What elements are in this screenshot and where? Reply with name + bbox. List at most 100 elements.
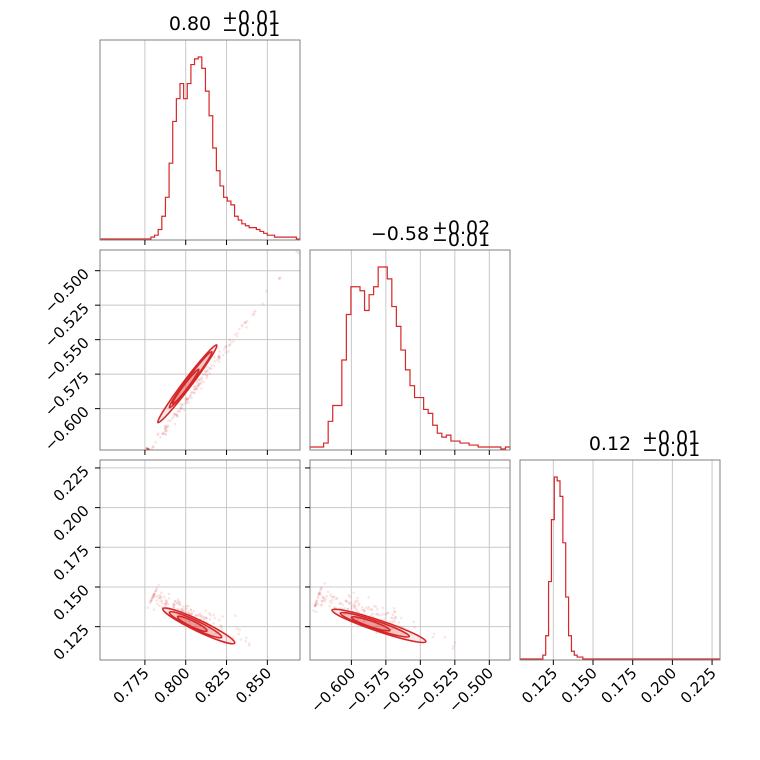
scatter-point-2-0-138 [236, 627, 239, 630]
scatter-point-2-1-136 [313, 604, 317, 607]
scatter-point-2-1-51 [349, 606, 353, 610]
scatter-point-2-0-33 [200, 617, 203, 621]
scatter-point-2-0-67 [172, 603, 176, 606]
scatter-point-2-1-104 [363, 620, 366, 623]
scatter-point-2-1-148 [352, 606, 356, 609]
scatter-point-1-0-34 [193, 385, 196, 389]
scatter-point-1-0-124 [218, 357, 221, 361]
scatter-point-1-0-32 [156, 433, 160, 437]
scatter-point-2-0-93 [197, 614, 201, 618]
scatter-point-1-0-67 [252, 311, 256, 314]
scatter-point-2-1-79 [367, 605, 371, 609]
scatter-point-2-0-84 [153, 595, 157, 598]
scatter-point-2-0-121 [184, 604, 188, 608]
scatter-point-2-0-87 [188, 612, 191, 616]
scatter-point-2-0-117 [182, 605, 185, 608]
scatter-point-2-0-90 [200, 614, 203, 617]
scatter-point-2-0-52 [238, 628, 242, 631]
scatter-point-2-1-40 [313, 604, 317, 607]
scatter-point-2-1-131 [382, 617, 386, 621]
scatter-point-2-0-101 [155, 599, 158, 602]
scatter-point-1-0-57 [175, 413, 178, 417]
scatter-point-2-1-65 [357, 604, 360, 607]
scatter-point-1-0-122 [164, 424, 167, 428]
scatter-point-2-0-18 [159, 599, 162, 603]
scatter-point-1-0-97 [145, 447, 149, 450]
scatter-point-1-0-35 [187, 396, 191, 400]
histogram-step-0 [100, 56, 300, 240]
scatter-point-1-0-88 [201, 373, 205, 376]
scatter-point-1-0-106 [196, 384, 200, 388]
scatter-point-2-1-117 [315, 610, 318, 613]
scatter-point-2-1-152 [381, 606, 385, 610]
scatter-point-1-0-17 [194, 387, 198, 391]
scatter-point-1-0-102 [145, 447, 149, 450]
scatter-point-1-0-154 [172, 415, 176, 418]
scatter-point-2-1-24 [313, 604, 317, 608]
contour-2-0-2 [176, 615, 208, 633]
scatter-point-1-0-89 [209, 364, 213, 367]
scatter-point-1-0-84 [202, 380, 205, 384]
histogram-step-1 [309, 266, 511, 450]
scatter-point-1-0-31 [233, 333, 237, 336]
scatter-point-1-0-149 [161, 432, 165, 436]
scatter-point-2-0-94 [192, 609, 196, 613]
scatter-point-2-1-22 [321, 595, 325, 598]
scatter-point-1-0-130 [244, 320, 248, 324]
scatter-point-2-0-83 [167, 597, 171, 600]
scatter-point-2-0-130 [155, 602, 159, 606]
scatter-point-2-0-142 [151, 595, 155, 599]
scatter-point-2-0-45 [218, 618, 221, 622]
scatter-point-2-0-1 [244, 640, 248, 643]
scatter-point-2-1-47 [352, 591, 355, 595]
scatter-point-2-1-37 [391, 616, 394, 620]
y-tick-label-2-3: 0.200 [50, 502, 93, 545]
scatter-point-2-0-4 [163, 602, 167, 606]
scatter-point-2-1-87 [345, 599, 348, 603]
scatter-point-2-1-71 [353, 604, 357, 607]
contour-2-1-1 [339, 611, 411, 638]
scatter-point-1-0-164 [195, 387, 198, 391]
scatter-point-2-1-2 [330, 595, 333, 598]
scatter-point-2-0-38 [234, 614, 237, 618]
scatter-point-2-0-57 [152, 594, 155, 598]
y-tick-label-2-4: 0.225 [50, 462, 93, 505]
scatter-point-1-0-37 [156, 432, 160, 435]
scatter-point-2-1-85 [356, 599, 359, 603]
scatter-point-2-1-147 [314, 603, 317, 606]
scatter-point-1-0-145 [197, 378, 201, 382]
scatter-point-1-0-101 [241, 325, 244, 328]
scatter-point-1-0-150 [251, 313, 254, 317]
scatter-point-2-1-41 [376, 607, 379, 611]
scatter-point-1-0-141 [261, 302, 265, 306]
scatter-point-2-1-15 [431, 635, 435, 639]
scatter-point-1-0-85 [205, 373, 209, 377]
scatter-point-2-0-103 [146, 606, 149, 610]
scatter-point-2-1-145 [315, 600, 318, 604]
scatter-point-2-0-50 [164, 599, 168, 602]
scatter-point-1-0-168 [192, 387, 196, 391]
scatter-point-2-0-23 [185, 607, 188, 610]
scatter-point-1-0-142 [186, 396, 189, 400]
scatter-point-2-0-158 [152, 608, 156, 611]
scatter-point-1-0-167 [163, 432, 167, 436]
scatter-point-2-1-59 [376, 623, 379, 627]
scatter-point-2-1-19 [347, 601, 351, 605]
scatter-point-1-0-140 [146, 447, 150, 450]
scatter-point-2-1-142 [328, 599, 332, 603]
scatter-point-2-0-109 [176, 598, 180, 601]
scatter-point-1-0-161 [183, 398, 187, 401]
scatter-point-2-1-70 [317, 592, 321, 596]
scatter-point-2-1-75 [317, 592, 321, 596]
scatter-point-1-0-76 [236, 331, 239, 335]
scatter-point-1-0-69 [176, 410, 179, 413]
scatter-point-1-0-146 [195, 385, 199, 389]
scatter-point-1-0-58 [243, 321, 246, 324]
scatter-point-2-0-157 [187, 619, 190, 623]
scatter-point-2-1-80 [379, 613, 383, 617]
scatter-point-1-0-7 [163, 427, 167, 431]
scatter-point-1-0-151 [179, 402, 183, 406]
scatter-point-1-0-46 [218, 356, 221, 359]
scatter-point-2-1-124 [317, 593, 321, 596]
